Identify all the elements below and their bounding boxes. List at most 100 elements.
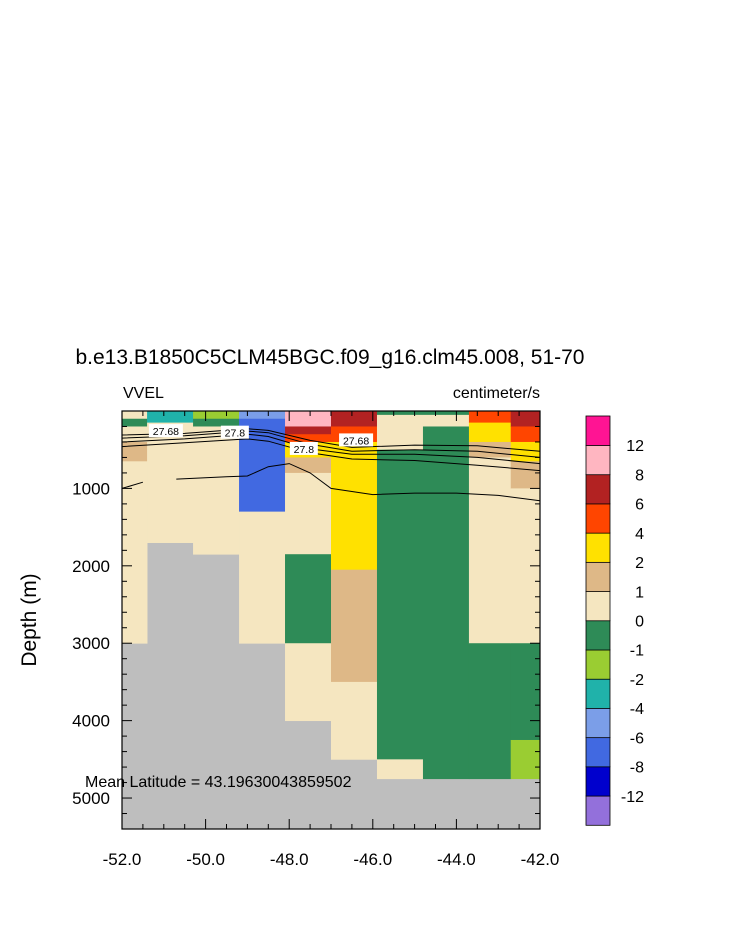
- colorbar-swatch: [585, 444, 611, 476]
- colorbar-label: -2: [630, 672, 644, 689]
- contour-line: [121, 481, 144, 489]
- colorbar-label: 12: [626, 438, 644, 455]
- data-cell: [285, 411, 332, 427]
- mean-latitude-annotation: Mean Latitude = 43.19630043859502: [85, 774, 352, 791]
- colorbar-label: -12: [621, 789, 644, 806]
- colorbar-label: 6: [635, 497, 644, 514]
- y-tick-label: 2000: [72, 557, 110, 576]
- data-cell: [147, 411, 194, 424]
- data-cell: [376, 759, 424, 780]
- colorbar-swatch: [585, 649, 611, 680]
- data-cell: [510, 461, 541, 489]
- contour-line: [176, 463, 541, 502]
- colorbar-swatch: [585, 590, 611, 622]
- colorbar-swatch: [585, 678, 611, 709]
- colorbar-swatch: [585, 795, 611, 826]
- plot-area: 27.68 27.827.827.68 -52.0 -50.0 -48.0 -46.0-…: [72, 410, 559, 869]
- contour-labels: 27.68 27.8 27.8 27.68: [148, 424, 374, 456]
- x-tick-label: -44.0: [437, 850, 476, 869]
- data-cell: [193, 418, 240, 427]
- data-cell: [468, 411, 512, 424]
- colorbar-swatch: [585, 503, 611, 534]
- x-tick-label: -46.0: [353, 850, 392, 869]
- data-cell: [376, 414, 424, 451]
- data-cell: [468, 643, 512, 780]
- chart-title: b.e13.B1850C5CLM45BGC.f09_g16.clm45.008,…: [75, 346, 584, 369]
- colorbar-label: -1: [630, 643, 644, 660]
- data-cell: [239, 511, 286, 644]
- x-tick-label: -50.0: [186, 850, 225, 869]
- data-cell: [239, 411, 286, 420]
- data-cell: [193, 426, 240, 555]
- contour-label: 27.68: [343, 435, 369, 447]
- colorbar-label: 8: [635, 467, 644, 484]
- data-cell: [285, 643, 332, 722]
- data-cell: [285, 472, 332, 555]
- colorbar-label: 4: [635, 526, 644, 543]
- data-cell: [193, 411, 240, 420]
- data-cell: [122, 418, 148, 427]
- y-tick-label: 3000: [72, 634, 110, 653]
- data-cell: [285, 434, 332, 443]
- x-tick-label: -48.0: [270, 850, 309, 869]
- colorbar-swatch: [585, 620, 611, 651]
- colorbar-label: -6: [630, 730, 644, 747]
- data-cell: [510, 739, 541, 780]
- colorbar-swatch: [585, 561, 611, 592]
- colorbar-label: 0: [635, 614, 644, 631]
- colorbar-swatch: [585, 415, 611, 446]
- data-cell: [468, 441, 512, 458]
- data-cell: [147, 434, 194, 543]
- data-cell: [122, 441, 148, 462]
- x-tick-label: -42.0: [521, 850, 560, 869]
- y-tick-label: 5000: [72, 789, 110, 808]
- contour-label-box: [220, 425, 249, 439]
- contour-label: 27.8: [294, 444, 315, 456]
- colorbar-swatch: [585, 532, 611, 563]
- data-cell: [122, 461, 148, 644]
- colorbar-swatch: [585, 474, 611, 505]
- data-cell: [285, 457, 332, 474]
- data-cell: [122, 411, 148, 420]
- plot-frame: [121, 410, 541, 830]
- y-tick-label: 4000: [72, 712, 110, 731]
- axis-ticks: -52.0 -50.0 -48.0 -46.0 -44.0 -42.0 1000 2000 30…: [72, 411, 559, 869]
- colorbar-label: 2: [635, 555, 644, 572]
- x-tick-label: -52.0: [103, 850, 142, 869]
- colorbar-label: -8: [630, 760, 644, 777]
- data-cell: [510, 643, 541, 741]
- data-cell: [510, 426, 541, 443]
- y-axis-label: Depth (m): [18, 573, 41, 666]
- data-cell: [376, 449, 424, 760]
- colorbar-swatch: [585, 736, 611, 768]
- data-cell: [285, 554, 332, 644]
- contour-label: 27.8: [225, 428, 246, 440]
- variable-label: VVEL: [123, 385, 164, 402]
- data-cell: [510, 411, 541, 427]
- data-cell: [285, 426, 332, 435]
- y-tick-label: 1000: [72, 479, 110, 498]
- colorbar-label: -4: [630, 701, 644, 718]
- contour-label-box: [289, 441, 318, 455]
- contour-label-box: [148, 424, 183, 438]
- contour-line: [121, 428, 541, 452]
- data-cell: [468, 457, 512, 644]
- data-cell: [510, 441, 541, 462]
- data-cell: [422, 414, 470, 427]
- data-cell: [422, 426, 470, 780]
- data-cell: [331, 411, 378, 427]
- colorbar-swatch: [585, 707, 611, 739]
- data-cell: [468, 422, 512, 443]
- data-cell: [376, 411, 424, 416]
- contour-label-box: [339, 433, 374, 447]
- data-cell: [422, 411, 470, 416]
- data-cell: [331, 569, 378, 683]
- colorbar-swatch: [585, 766, 611, 797]
- units-label: centimeter/s: [453, 385, 540, 402]
- colorbar-label: 1: [635, 584, 644, 601]
- data-cell: [331, 441, 378, 571]
- data-cell: [331, 681, 378, 760]
- contour-label: 27.68: [153, 426, 179, 438]
